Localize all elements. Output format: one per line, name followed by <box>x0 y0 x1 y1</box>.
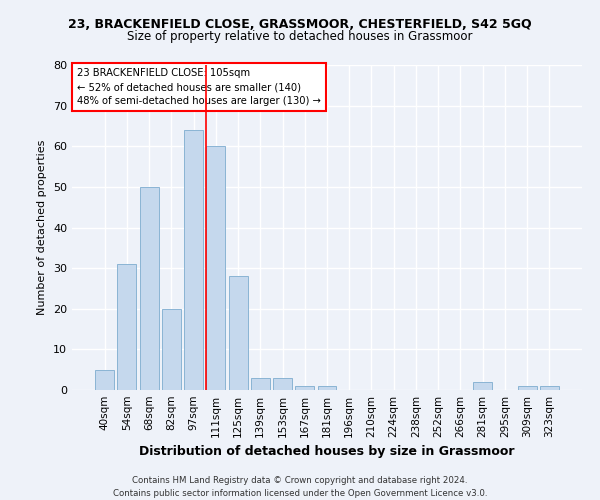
Text: Size of property relative to detached houses in Grassmoor: Size of property relative to detached ho… <box>127 30 473 43</box>
Bar <box>184 130 203 390</box>
Text: 23, BRACKENFIELD CLOSE, GRASSMOOR, CHESTERFIELD, S42 5GQ: 23, BRACKENFIELD CLOSE, GRASSMOOR, CHEST… <box>68 18 532 30</box>
X-axis label: Distribution of detached houses by size in Grassmoor: Distribution of detached houses by size … <box>139 446 515 458</box>
Bar <box>162 308 181 390</box>
Text: 23 BRACKENFIELD CLOSE: 105sqm
← 52% of detached houses are smaller (140)
48% of : 23 BRACKENFIELD CLOSE: 105sqm ← 52% of d… <box>77 68 321 106</box>
Bar <box>317 386 337 390</box>
Bar <box>295 386 314 390</box>
Bar <box>540 386 559 390</box>
Bar <box>273 378 292 390</box>
Text: Contains HM Land Registry data © Crown copyright and database right 2024.
Contai: Contains HM Land Registry data © Crown c… <box>113 476 487 498</box>
Bar <box>118 264 136 390</box>
Bar <box>229 276 248 390</box>
Bar <box>140 187 158 390</box>
Y-axis label: Number of detached properties: Number of detached properties <box>37 140 47 315</box>
Bar <box>251 378 270 390</box>
Bar <box>206 146 225 390</box>
Bar <box>518 386 536 390</box>
Bar <box>95 370 114 390</box>
Bar <box>473 382 492 390</box>
